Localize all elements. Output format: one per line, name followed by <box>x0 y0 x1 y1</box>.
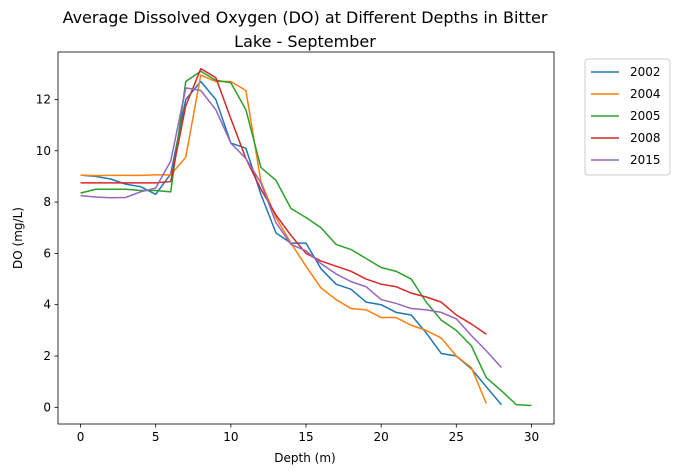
y-tick-label: 6 <box>43 246 51 260</box>
x-tick-label: 25 <box>449 430 464 444</box>
y-tick-label: 8 <box>43 195 51 209</box>
series-line-2004 <box>80 74 488 404</box>
legend-label-2008: 2008 <box>630 131 661 145</box>
legend-box <box>584 58 671 176</box>
plot-area: 0 5 10 15 20 25 30 0 2 4 6 8 10 12 <box>36 51 555 444</box>
y-tick-label: 4 <box>43 298 51 312</box>
legend-label-2004: 2004 <box>630 87 661 101</box>
legend-label-2015: 2015 <box>630 153 661 167</box>
legend: 2002 2004 2005 2008 2015 <box>584 58 671 176</box>
legend-label-2005: 2005 <box>630 109 661 123</box>
y-tick-label: 0 <box>43 400 51 414</box>
series-line-2005 <box>80 70 532 407</box>
series-line-2008 <box>80 67 487 335</box>
y-tick-label: 10 <box>36 144 51 158</box>
chart-title-line-2: Lake - September <box>234 32 376 51</box>
x-tick-label: 5 <box>152 430 160 444</box>
y-tick-label: 2 <box>43 349 51 363</box>
x-tick-label: 15 <box>298 430 313 444</box>
series-line-2015 <box>80 87 502 369</box>
x-axis-label: Depth (m) <box>274 451 335 465</box>
legend-label-2002: 2002 <box>630 65 661 79</box>
x-tick-label: 10 <box>223 430 238 444</box>
x-tick-label: 30 <box>524 430 539 444</box>
axes-frame <box>57 51 555 425</box>
x-tick-label: 20 <box>374 430 389 444</box>
y-axis-label: DO (mg/L) <box>11 207 25 269</box>
y-tick-label: 12 <box>36 92 51 106</box>
x-tick-label: 0 <box>77 430 85 444</box>
chart-title-line-1: Average Dissolved Oxygen (DO) at Differe… <box>63 8 548 27</box>
